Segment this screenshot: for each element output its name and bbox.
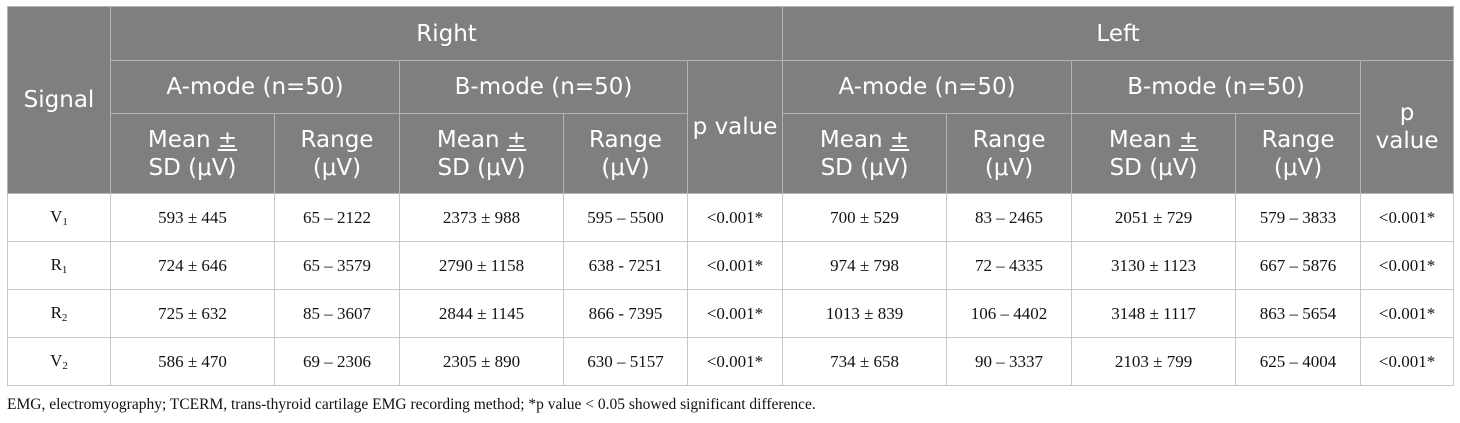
header-left-b-mode: B-mode (n=50) — [1071, 60, 1362, 114]
left-p-value: <0.001* — [1360, 241, 1455, 290]
left-b-range: 579 – 3833 — [1235, 193, 1362, 242]
emg-table-container: Signal Right Left A-mode (n=50) B-mode (… — [7, 6, 1455, 386]
left-b-range: 667 – 5876 — [1235, 241, 1362, 290]
right-b-mean-sd: 2790 ± 1158 — [399, 241, 564, 290]
left-b-range: 625 – 4004 — [1235, 337, 1362, 386]
plus-minus-symbol: ± — [889, 126, 910, 153]
signal-letter: R — [50, 255, 62, 274]
right-a-range: 65 – 3579 — [274, 241, 400, 290]
signal-cell: R1 — [7, 241, 111, 290]
left-a-mean-sd: 700 ± 529 — [782, 193, 948, 242]
signal-letter: R — [50, 303, 62, 322]
signal-cell: R2 — [7, 289, 111, 338]
header-left-a-mode: A-mode (n=50) — [782, 60, 1073, 114]
right-b-range: 630 – 5157 — [563, 337, 688, 386]
signal-cell: V1 — [7, 193, 111, 242]
header-mean-sd: Mean ± SD (μV) — [399, 113, 564, 194]
right-a-range: 65 – 2122 — [274, 193, 400, 242]
mean-label: Mean — [819, 126, 890, 153]
left-b-mean-sd: 2103 ± 799 — [1071, 337, 1237, 386]
header-right-b-mode: B-mode (n=50) — [399, 60, 688, 114]
emg-amplitude-table: Signal Right Left A-mode (n=50) B-mode (… — [7, 6, 1455, 386]
plus-minus-symbol: ± — [217, 126, 238, 153]
table-body: V1 593 ± 445 65 – 2122 2373 ± 988 595 – … — [7, 193, 1455, 386]
table-header: Signal Right Left A-mode (n=50) B-mode (… — [7, 6, 1455, 194]
signal-subscript: 2 — [61, 312, 68, 324]
left-a-range: 83 – 2465 — [946, 193, 1073, 242]
right-b-mean-sd: 2373 ± 988 — [399, 193, 564, 242]
signal-letter: V — [50, 351, 63, 370]
signal-subscript: 2 — [62, 360, 68, 372]
left-a-mean-sd: 974 ± 798 — [782, 241, 948, 290]
header-range: Range (μV) — [1235, 113, 1362, 194]
right-a-mean-sd: 586 ± 470 — [110, 337, 275, 386]
header-range: Range (μV) — [946, 113, 1073, 194]
left-b-mean-sd: 2051 ± 729 — [1071, 193, 1237, 242]
table-row: R1 724 ± 646 65 – 3579 2790 ± 1158 638 -… — [7, 241, 1455, 290]
signal-cell: V2 — [7, 337, 111, 386]
left-a-mean-sd: 1013 ± 839 — [782, 289, 948, 338]
header-signal: Signal — [7, 6, 111, 194]
header-right-a-mode: A-mode (n=50) — [110, 60, 400, 114]
right-b-range: 866 - 7395 — [563, 289, 688, 338]
right-b-mean-sd: 2844 ± 1145 — [399, 289, 564, 338]
signal-subscript: 1 — [61, 264, 68, 276]
header-right-p-value: p value — [686, 60, 784, 194]
mean-label: Mean — [436, 126, 507, 153]
mean-label: Mean — [147, 126, 218, 153]
sd-label: SD (μV) — [1109, 154, 1198, 181]
right-b-range: 595 – 5500 — [563, 193, 688, 242]
right-a-mean-sd: 593 ± 445 — [110, 193, 275, 242]
table-row: V1 593 ± 445 65 – 2122 2373 ± 988 595 – … — [7, 193, 1455, 242]
table-row: V2 586 ± 470 69 – 2306 2305 ± 890 630 – … — [7, 337, 1455, 386]
header-right: Right — [109, 6, 784, 61]
left-b-range: 863 – 5654 — [1235, 289, 1362, 338]
left-a-range: 72 – 4335 — [946, 241, 1073, 290]
right-b-range: 638 - 7251 — [563, 241, 688, 290]
sd-label: SD (μV) — [437, 154, 526, 181]
left-p-value: <0.001* — [1360, 193, 1455, 242]
header-mean-sd: Mean ± SD (μV) — [1071, 113, 1237, 194]
left-p-value: <0.001* — [1360, 337, 1455, 386]
header-range: Range (μV) — [274, 113, 400, 194]
right-p-value: <0.001* — [686, 289, 784, 338]
left-p-value: <0.001* — [1360, 289, 1455, 338]
right-a-mean-sd: 724 ± 646 — [110, 241, 275, 290]
sd-label: SD (μV) — [148, 154, 237, 181]
header-left: Left — [782, 6, 1455, 61]
right-a-range: 69 – 2306 — [274, 337, 400, 386]
table-row: R2 725 ± 632 85 – 3607 2844 ± 1145 866 -… — [7, 289, 1455, 338]
header-left-p-value: p value — [1360, 60, 1455, 194]
right-b-mean-sd: 2305 ± 890 — [399, 337, 564, 386]
signal-letter: V — [50, 207, 63, 226]
right-a-range: 85 – 3607 — [274, 289, 400, 338]
header-mean-sd: Mean ± SD (μV) — [110, 113, 275, 194]
left-a-range: 106 – 4402 — [946, 289, 1073, 338]
left-b-mean-sd: 3130 ± 1123 — [1071, 241, 1237, 290]
right-p-value: <0.001* — [686, 337, 784, 386]
mean-label: Mean — [1108, 126, 1179, 153]
right-p-value: <0.001* — [686, 241, 784, 290]
left-a-mean-sd: 734 ± 658 — [782, 337, 948, 386]
header-mean-sd: Mean ± SD (μV) — [782, 113, 948, 194]
right-a-mean-sd: 725 ± 632 — [110, 289, 275, 338]
sd-label: SD (μV) — [820, 154, 909, 181]
signal-subscript: 1 — [62, 216, 68, 228]
right-p-value: <0.001* — [686, 193, 784, 242]
plus-minus-symbol: ± — [506, 126, 527, 153]
table-footnote: EMG, electromyography; TCERM, trans-thyr… — [7, 396, 816, 413]
plus-minus-symbol: ± — [1178, 126, 1199, 153]
left-a-range: 90 – 3337 — [946, 337, 1073, 386]
header-range: Range (μV) — [563, 113, 688, 194]
left-b-mean-sd: 3148 ± 1117 — [1071, 289, 1237, 338]
